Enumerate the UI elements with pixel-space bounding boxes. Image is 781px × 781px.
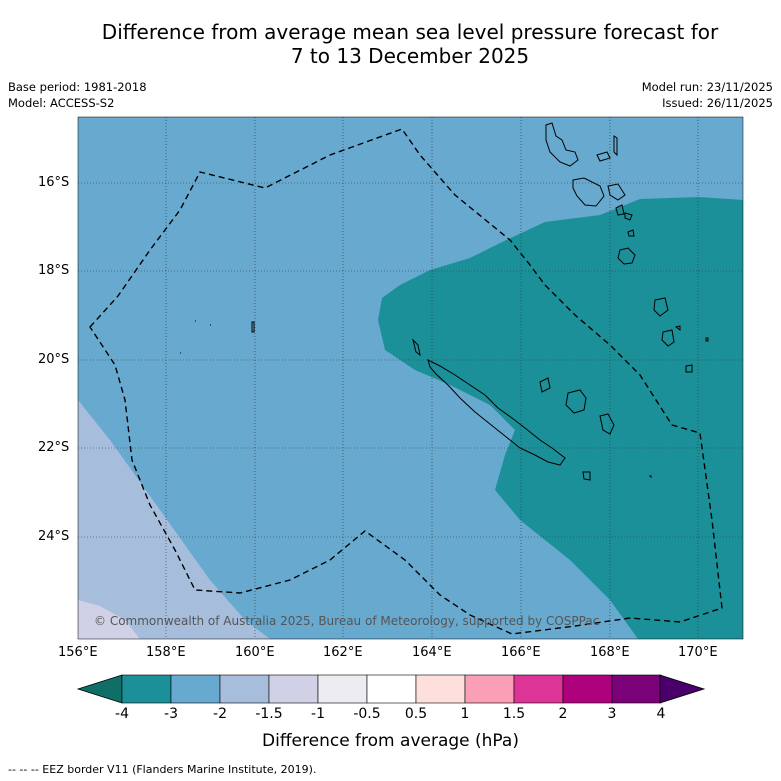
colorbar-segment [170, 674, 221, 704]
colorbar [76, 674, 706, 704]
colorbar-tick: 1 [460, 706, 470, 722]
colorbar-tick: -1 [311, 706, 325, 722]
lon-label-162e: 162°E [323, 645, 363, 660]
issued-date: Issued: 26/11/2025 [662, 96, 773, 110]
colorbar-segment [415, 674, 466, 704]
colorbar-segment [317, 674, 368, 704]
colorbar-tick: 0.5 [404, 706, 428, 722]
colorbar-title: Difference from average (hPa) [262, 731, 519, 751]
lon-label-168e: 168°E [590, 645, 630, 660]
colorbar-tick: -4 [115, 706, 129, 722]
map-title-line2: 7 to 13 December 2025 [290, 44, 530, 68]
lat-label-18s: 18°S [38, 263, 70, 278]
pressure-field-minus2 [78, 400, 270, 639]
colorbar-segment [268, 674, 319, 704]
lon-label-164e: 164°E [412, 645, 452, 660]
colorbar-segment [464, 674, 515, 704]
colorbar-tick: -2 [213, 706, 227, 722]
map-panel [78, 117, 743, 639]
model-run: Model run: 23/11/2025 [641, 80, 773, 94]
lat-label-16s: 16°S [38, 175, 70, 190]
colorbar-tick: -1.5 [255, 706, 283, 722]
colorbar-segment [219, 674, 270, 704]
colorbar-tick: 2 [558, 706, 568, 722]
lat-label-22s: 22°S [38, 440, 70, 455]
graticule [78, 117, 743, 639]
map-frame [77, 116, 744, 640]
colorbar-segment [366, 674, 417, 704]
colorbar-segment [513, 674, 564, 704]
eez-border [89, 128, 723, 635]
model-name: Model: ACCESS-S2 [8, 96, 115, 110]
pressure-field-minus1-5 [78, 600, 140, 639]
lon-label-156e: 156°E [58, 645, 98, 660]
colorbar-tick: 3 [607, 706, 617, 722]
colorbar-extend-min [76, 674, 123, 704]
colorbar-segment [611, 674, 662, 704]
lat-label-20s: 20°S [38, 352, 70, 367]
eez-legend: -- -- -- EEZ border V11 (Flanders Marine… [8, 763, 317, 776]
small-islands [180, 320, 255, 354]
colorbar-tick: -0.5 [353, 706, 381, 722]
lon-label-158e: 158°E [146, 645, 186, 660]
new-caledonia [412, 338, 652, 481]
colorbar-extend-max [659, 674, 706, 704]
lat-label-24s: 24°S [38, 529, 70, 544]
copyright-text: © Commonwealth of Australia 2025, Bureau… [94, 614, 600, 628]
lon-label-170e: 170°E [678, 645, 718, 660]
lon-label-160e: 160°E [235, 645, 275, 660]
colorbar-segment [562, 674, 613, 704]
vanuatu-islands [545, 122, 709, 373]
colorbar-tick: 4 [656, 706, 666, 722]
colorbar-tick: 1.5 [502, 706, 526, 722]
pressure-field-minus4 [378, 197, 743, 639]
lon-label-166e: 166°E [501, 645, 541, 660]
colorbar-tick: -3 [164, 706, 178, 722]
colorbar-segment [121, 674, 172, 704]
map-title-line1: Difference from average mean sea level p… [101, 20, 719, 44]
base-period: Base period: 1981-2018 [8, 80, 147, 94]
